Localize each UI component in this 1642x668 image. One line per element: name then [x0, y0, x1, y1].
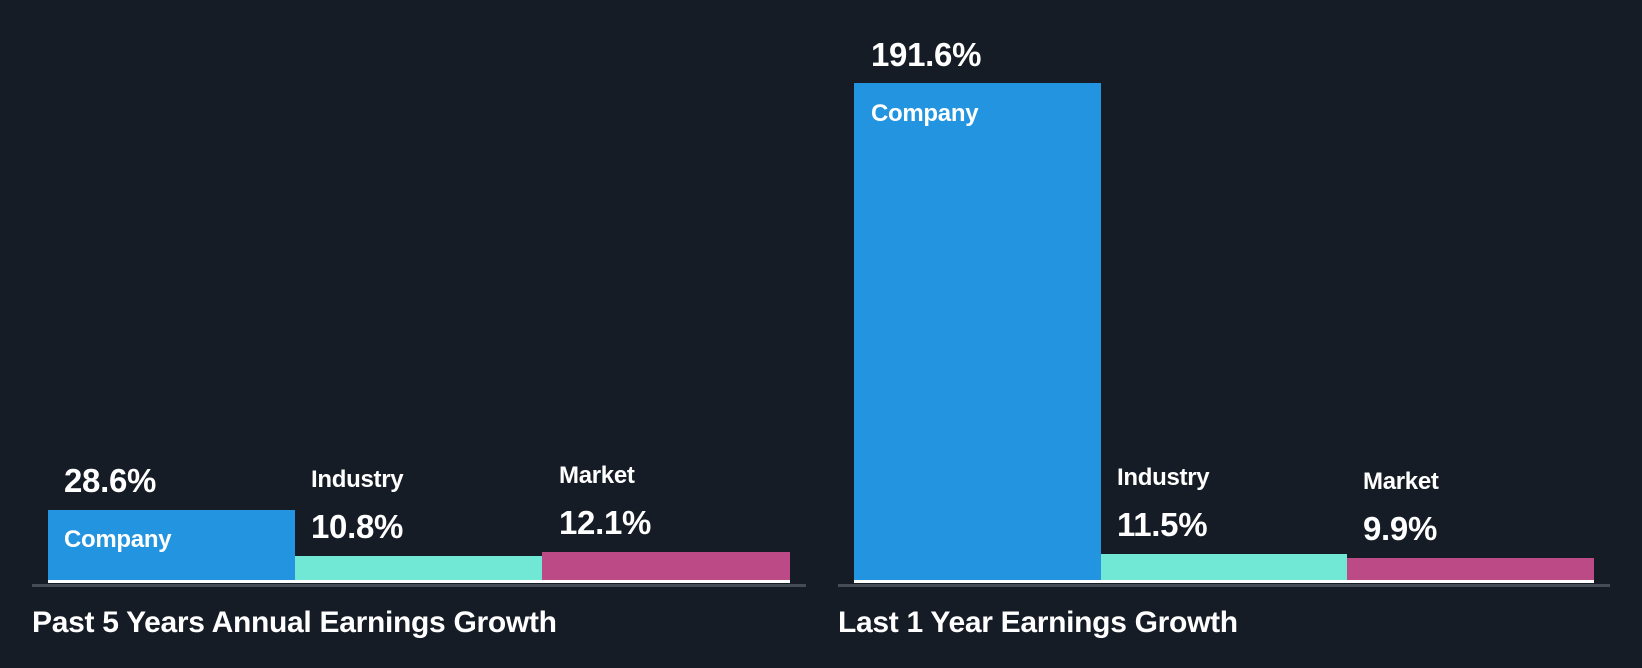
value-label-market: 9.9% — [1363, 510, 1438, 547]
bar-industry — [295, 556, 542, 583]
bar-label-market: Market — [1363, 468, 1439, 495]
chart-title: Last 1 Year Earnings Growth — [838, 606, 1238, 639]
chart-last-1-year: 191.6% Company Industry 11.5% Market 9.9… — [821, 0, 1642, 668]
bar-company — [48, 510, 295, 583]
bar-industry — [1101, 554, 1347, 583]
value-label-company: 28.6% — [64, 462, 157, 499]
bar-label-industry: Industry — [1117, 464, 1210, 491]
value-label-industry: 11.5% — [1117, 506, 1208, 543]
x-axis-line — [32, 584, 806, 587]
bar-label-market: Market — [559, 462, 635, 489]
value-label-company: 191.6% — [871, 36, 982, 73]
chart-past-5-years: 28.6% Company Industry 10.8% Market 12.1… — [0, 0, 821, 639]
x-axis-line — [838, 584, 1610, 587]
value-label-market: 12.1% — [559, 504, 652, 541]
bar-label-company: Company — [64, 526, 172, 553]
bar-label-industry: Industry — [311, 466, 404, 493]
bar-market — [542, 552, 790, 583]
value-label-industry: 10.8% — [311, 508, 404, 545]
bar-market — [1347, 558, 1594, 583]
plot-area — [0, 0, 821, 586]
chart-title: Past 5 Years Annual Earnings Growth — [32, 606, 557, 639]
bar-company — [854, 83, 1101, 583]
plot-area — [821, 0, 1642, 586]
bar-label-company: Company — [871, 100, 979, 127]
